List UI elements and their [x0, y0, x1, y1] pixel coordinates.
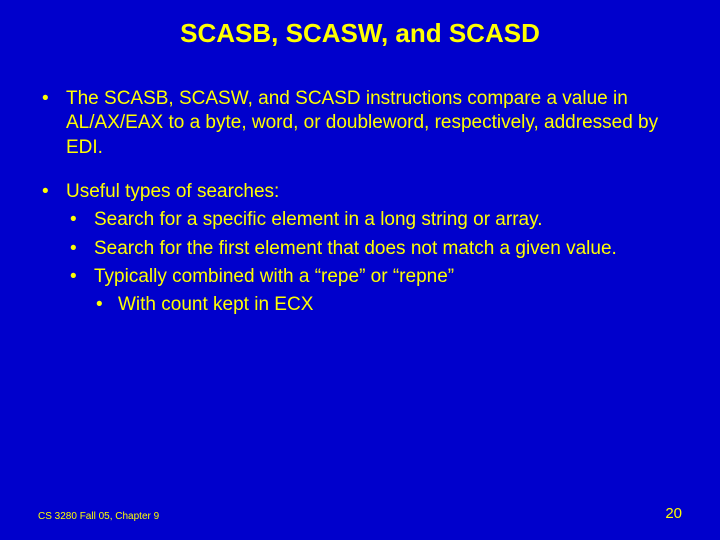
sub-bullet-list: Search for a specific element in a long …: [66, 208, 682, 317]
list-item: Search for the first element that does n…: [66, 237, 682, 261]
slide-title: SCASB, SCASW, and SCASD: [78, 18, 642, 49]
bullet-text: With count kept in ECX: [118, 294, 313, 315]
list-item: Useful types of searches: Search for a s…: [38, 180, 682, 318]
bullet-text: Useful types of searches:: [66, 181, 279, 202]
list-item: Search for a specific element in a long …: [66, 208, 682, 232]
bullet-text: Search for a specific element in a long …: [94, 209, 542, 230]
footer: CS 3280 Fall 05, Chapter 9 20: [38, 505, 682, 522]
footer-right: 20: [665, 505, 682, 522]
list-item: Typically combined with a “repe” or “rep…: [66, 265, 682, 318]
footer-left: CS 3280 Fall 05, Chapter 9: [38, 511, 159, 522]
slide: SCASB, SCASW, and SCASD The SCASB, SCASW…: [0, 0, 720, 540]
bullet-list: The SCASB, SCASW, and SCASD instructions…: [38, 87, 682, 318]
bullet-text: Search for the first element that does n…: [94, 238, 617, 259]
bullet-text: Typically combined with a “repe” or “rep…: [94, 266, 454, 287]
list-item: With count kept in ECX: [94, 293, 682, 317]
list-item: The SCASB, SCASW, and SCASD instructions…: [38, 87, 682, 160]
sub-sub-bullet-list: With count kept in ECX: [94, 293, 682, 317]
bullet-text: The SCASB, SCASW, and SCASD instructions…: [66, 88, 658, 158]
